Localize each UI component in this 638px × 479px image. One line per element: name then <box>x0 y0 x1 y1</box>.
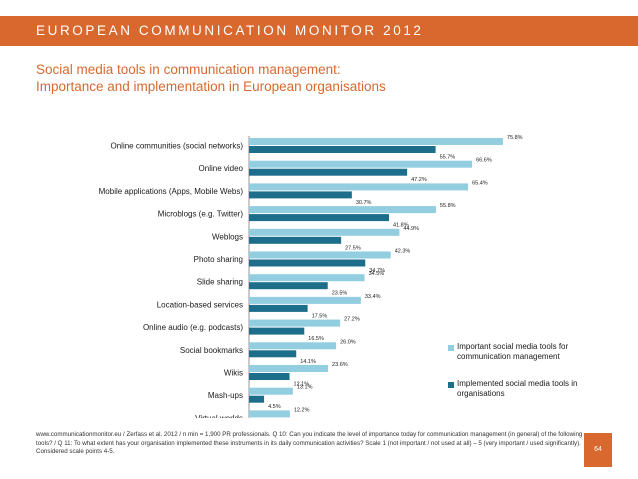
header-banner: EUROPEAN COMMUNICATION MONITOR 2012 <box>0 16 638 46</box>
bar-implemented <box>249 373 290 380</box>
bar-implemented <box>249 191 352 199</box>
value-label-important: 12.2% <box>294 407 310 413</box>
value-label-important: 23.6% <box>332 362 348 368</box>
value-label-implemented: 23.5% <box>332 291 348 297</box>
value-label-important: 34.5% <box>369 271 385 277</box>
bar-implemented <box>249 214 390 222</box>
category-label: Location-based services <box>157 300 243 309</box>
slide-title-line1: Social media tools in communication mana… <box>36 62 341 77</box>
value-label-important: 26.0% <box>340 339 356 345</box>
bar-important <box>249 183 469 191</box>
bar-implemented <box>249 146 436 153</box>
value-label-important: 44.9% <box>403 226 419 232</box>
bar-implemented <box>249 395 265 403</box>
bar-important <box>249 206 436 214</box>
legend-label-implemented: Implemented social media tools in organi… <box>457 379 578 398</box>
category-label: Mash-ups <box>208 391 243 400</box>
bar-important <box>249 342 337 350</box>
legend-swatch-important <box>448 345 454 351</box>
bar-implemented <box>249 282 328 290</box>
value-label-implemented: 55.7% <box>440 155 456 161</box>
bar-implemented <box>249 259 366 267</box>
category-label: Mobile applications (Apps, Mobile Webs) <box>99 187 244 196</box>
bar-important <box>249 160 473 168</box>
bar-implemented <box>249 304 308 312</box>
bar-implemented <box>249 327 305 335</box>
bar-important <box>249 138 503 145</box>
category-label: Virtual worlds <box>195 414 243 418</box>
category-label: Online communities (social networks) <box>111 142 244 151</box>
slide-title-line2: Importance and implementation in Europea… <box>36 79 386 94</box>
bar-implemented <box>249 350 297 358</box>
value-label-important: 33.4% <box>365 294 381 300</box>
bar-important <box>249 410 290 418</box>
bar-implemented <box>249 236 342 244</box>
value-label-implemented: 27.5% <box>345 245 361 251</box>
bar-important <box>249 228 400 236</box>
legend-swatch-implemented <box>448 382 454 388</box>
page-number: 64 <box>584 433 612 467</box>
bar-implemented <box>249 168 408 176</box>
category-label: Social bookmarks <box>180 346 243 355</box>
category-label: Weblogs <box>212 232 243 241</box>
legend-label-important: Important social media tools for communi… <box>457 342 569 361</box>
value-label-implemented: 12.1% <box>294 382 310 388</box>
category-label: Slide sharing <box>197 278 243 287</box>
value-label-implemented: 30.7% <box>356 200 372 206</box>
value-label-implemented: 47.2% <box>411 177 427 183</box>
category-label: Online audio (e.g. podcasts) <box>143 323 243 332</box>
value-label-important: 13.1% <box>297 385 313 391</box>
value-label-implemented: 16.5% <box>308 336 324 342</box>
bar-important <box>249 251 391 259</box>
bar-important <box>249 296 361 304</box>
value-label-important: 42.3% <box>395 249 411 255</box>
value-label-implemented: 4.5% <box>268 404 281 410</box>
category-label: Online video <box>199 164 244 173</box>
value-label-implemented: 17.5% <box>312 313 328 319</box>
value-label-important: 75.8% <box>507 135 523 141</box>
bar-important <box>249 387 293 395</box>
category-label: Microblogs (e.g. Twitter) <box>158 210 244 219</box>
value-label-important: 27.2% <box>344 317 360 323</box>
footnote: www.communicationmonitor.eu / Zerfass et… <box>36 431 583 456</box>
bar-important <box>249 365 329 372</box>
value-label-implemented: 14.1% <box>300 359 316 365</box>
category-label: Photo sharing <box>194 255 243 264</box>
value-label-implemented: 34.7% <box>369 268 385 274</box>
bar-chart: Online communities (social networks) 75.8… <box>99 135 523 418</box>
banner-title: EUROPEAN COMMUNICATION MONITOR 2012 <box>36 23 424 38</box>
bar-important <box>249 274 365 282</box>
value-label-implemented: 41.8% <box>393 223 409 229</box>
value-label-important: 55.8% <box>440 203 456 209</box>
value-label-important: 66.6% <box>476 158 492 164</box>
value-label-important: 65.4% <box>472 180 488 186</box>
bar-important <box>249 319 341 327</box>
category-label: Wikis <box>224 369 243 378</box>
